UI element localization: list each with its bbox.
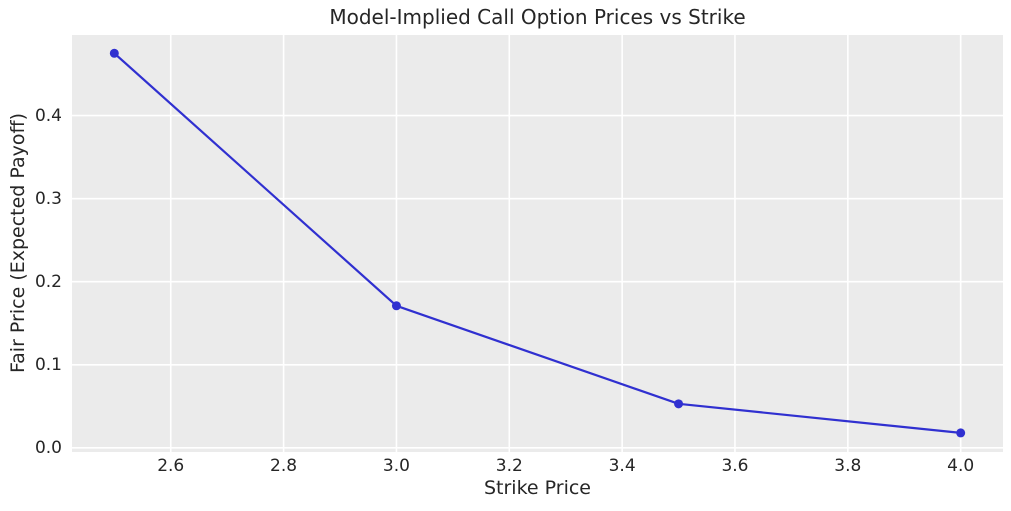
x-tick-label: 3.0 [382, 456, 410, 476]
line-chart-canvas [72, 35, 1003, 452]
x-tick-label: 2.6 [157, 456, 185, 476]
x-axis-label: Strike Price [483, 477, 591, 499]
y-tick-label: 0.4 [34, 105, 62, 126]
x-tick-label: 3.4 [608, 456, 636, 476]
chart-title: Model-Implied Call Option Prices vs Stri… [329, 5, 746, 29]
data-point-marker [674, 399, 684, 409]
y-tick-label: 0.1 [34, 354, 62, 375]
x-tick-label: 3.8 [834, 456, 862, 476]
plot-area [72, 35, 1003, 452]
x-tick-label: 3.6 [721, 456, 749, 476]
y-tick-label: 0.0 [34, 437, 62, 458]
data-point-marker [109, 48, 119, 58]
data-point-marker [956, 428, 966, 438]
x-tick-label: 4.0 [947, 456, 975, 476]
y-tick-label: 0.3 [34, 188, 62, 209]
x-tick-label: 2.8 [270, 456, 298, 476]
y-axis-label: Fair Price (Expected Payoff) [7, 112, 29, 374]
price-line [113, 52, 962, 434]
y-tick-label: 0.2 [34, 271, 62, 292]
data-point-marker [391, 301, 401, 311]
x-tick-label: 3.2 [495, 456, 523, 476]
